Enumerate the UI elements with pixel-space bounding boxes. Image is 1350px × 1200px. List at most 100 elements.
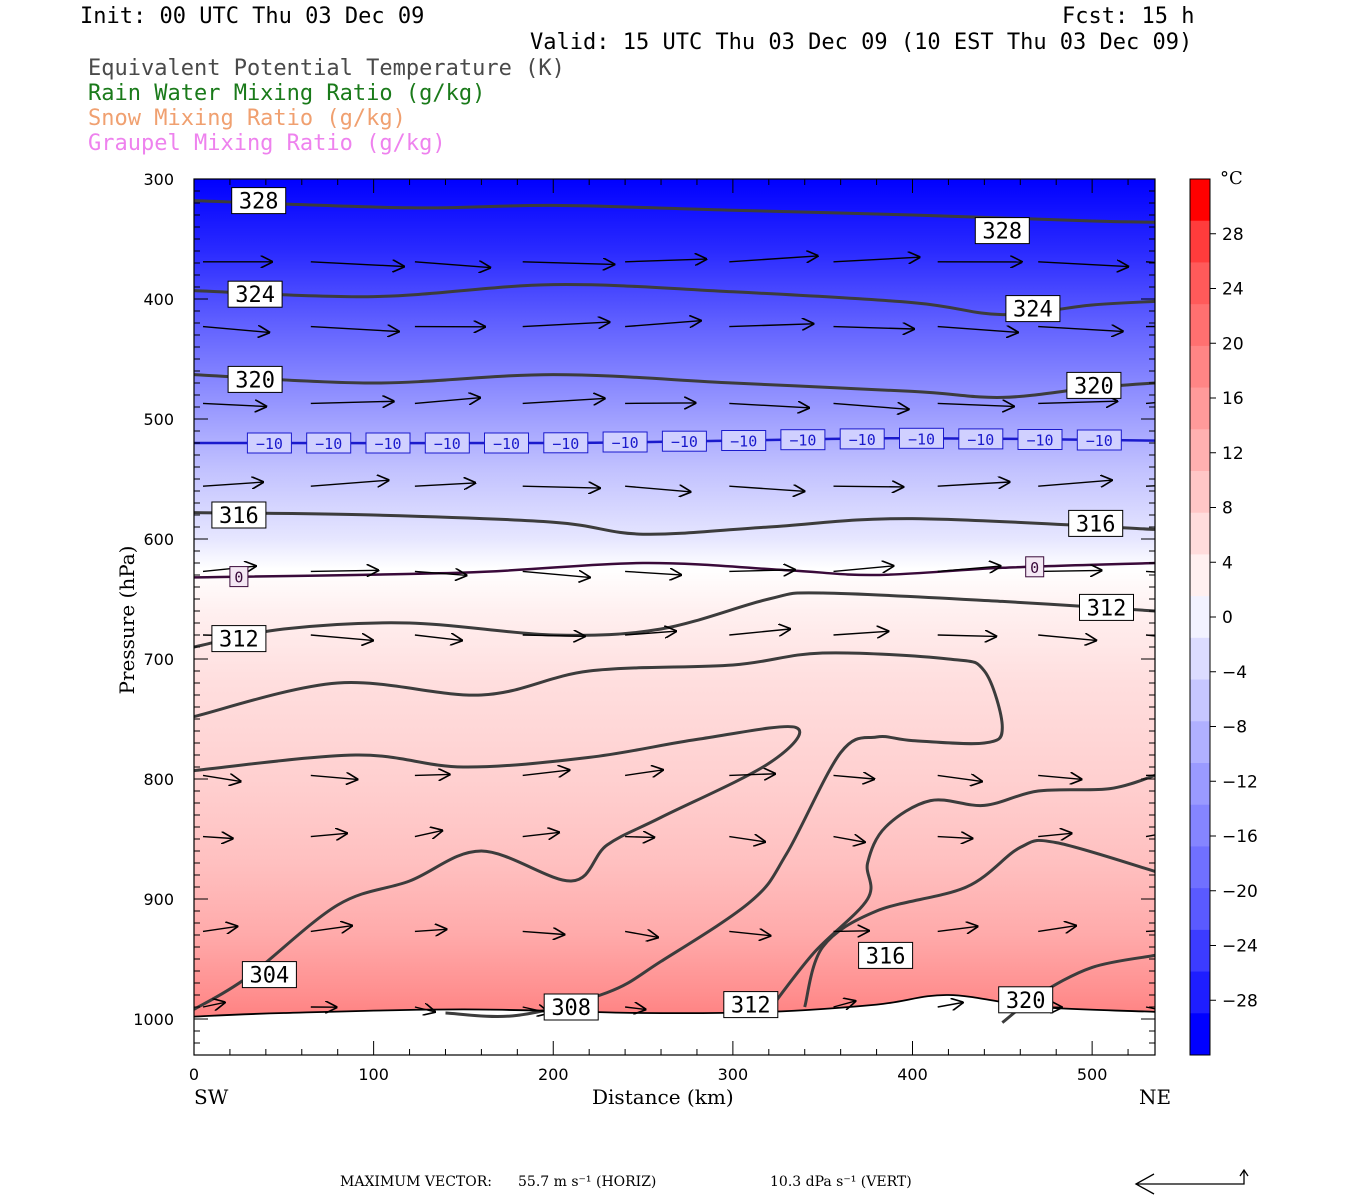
isotherm-label-box: [721, 430, 767, 451]
wind-vector: [202, 403, 266, 406]
x-axis-start-label: SW: [194, 1085, 229, 1109]
y-tick-label: 400: [143, 290, 174, 309]
y-tick-label: 1000: [133, 1010, 174, 1029]
wind-vector: [833, 486, 904, 487]
wind-vector: [1145, 834, 1155, 838]
valid-time: Valid: 15 UTC Thu 03 Dec 09 (10 EST Thu …: [530, 30, 1193, 55]
wind-vector: [1038, 635, 1096, 640]
wind-vector: [1038, 480, 1111, 486]
y-tick-label: 800: [143, 770, 174, 789]
colorbar-tick-label: −8: [1222, 718, 1247, 738]
isotherm-0: [194, 561, 1155, 579]
legend-graupel: Graupel Mixing Ratio (g/kg): [88, 131, 446, 156]
wind-vector: [414, 571, 466, 575]
colorbar-tick-label: 16: [1222, 389, 1244, 409]
x-tick-label: 100: [358, 1065, 389, 1084]
colorbar-segment: [1190, 1013, 1210, 1056]
wind-vector: [833, 257, 920, 262]
theta-e-contour-320: [194, 373, 1155, 399]
isotherm-label: −10: [552, 435, 579, 453]
wind-vector: [310, 570, 378, 571]
wind-vector: [1038, 570, 1101, 571]
isotherm-label: −10: [671, 433, 698, 451]
isotherm-label-box: [602, 431, 648, 453]
wind-vector: [937, 403, 1014, 406]
isotherm-label-box: [899, 427, 944, 449]
wind-vector: [202, 482, 263, 486]
colorbar-tick-label: −28: [1222, 991, 1258, 1011]
wind-vector: [729, 486, 804, 491]
colorbar-segment: [1190, 304, 1210, 347]
isotherm-label: −10: [612, 434, 639, 452]
isotherm-label-box: [661, 430, 707, 452]
theta-e-contour-304: [194, 725, 802, 1011]
wind-vector: [414, 483, 475, 486]
colorbar-tick-label: 12: [1222, 444, 1244, 464]
isotherm-label-box: [1076, 429, 1122, 451]
colorbar-segment: [1190, 512, 1210, 555]
wind-vector: [202, 1002, 225, 1007]
theta-e-label: 312: [1087, 596, 1127, 621]
y-tick-label: 300: [143, 170, 174, 189]
wind-vector: [522, 262, 614, 265]
x-tick-label: 500: [1077, 1065, 1108, 1084]
wind-vector: [625, 486, 690, 492]
wind-vector: [522, 486, 600, 488]
y-tick-label: 600: [143, 530, 174, 549]
wind-vector: [1145, 930, 1155, 933]
wind-vector: [624, 770, 663, 776]
theta-e-label: 316: [1076, 512, 1116, 537]
wind-vector: [937, 1003, 963, 1008]
wind-vector: [625, 837, 654, 838]
wind-vector: [414, 1007, 435, 1012]
isotherm-label-box: [1025, 556, 1045, 578]
reference-vector-icon: [1134, 1168, 1249, 1195]
theta-e-label-box: [1005, 295, 1061, 323]
theta-e-label: 304: [250, 964, 290, 989]
wind-vector: [202, 775, 240, 781]
wind-vector: [202, 926, 237, 931]
wind-vector: [1145, 1006, 1155, 1010]
y-tick-label: 500: [143, 410, 174, 429]
isotherm-label-box: [839, 428, 885, 450]
colorbar-segment: [1190, 763, 1210, 806]
wind-vector: [625, 321, 701, 327]
colorbar-tick-label: −12: [1222, 772, 1258, 792]
wind-vector: [729, 931, 770, 935]
init-time: Init: 00 UTC Thu 03 Dec 09: [80, 4, 425, 29]
isotherm-label: −10: [967, 431, 994, 449]
y-axis-label: Pressure (hPa): [115, 545, 139, 695]
theta-e-label: 324: [235, 283, 275, 308]
theta-e-label: 320: [1074, 374, 1114, 399]
wind-vector: [937, 327, 1018, 333]
wind-vector: [625, 259, 706, 262]
x-axis-end-label: NE: [1139, 1085, 1172, 1109]
wind-vector: [625, 571, 681, 575]
theta-e-label-box: [231, 187, 287, 215]
max-vector-vert: 10.3 dPa s⁻¹ (VERT): [770, 1174, 912, 1190]
theta-e-label: 312: [219, 628, 259, 653]
wind-vector: [937, 635, 996, 636]
isotherm-label: −10: [789, 432, 816, 450]
wind-vector: [310, 480, 389, 486]
isotherm-label: 0: [1030, 559, 1039, 577]
isotherm-label: −10: [434, 435, 461, 453]
theta-e-label: 328: [982, 220, 1022, 245]
wind-vector: [937, 926, 978, 931]
theta-e-label-box: [227, 280, 283, 308]
wind-vector: [833, 631, 889, 635]
isotherm-label-box: [424, 432, 470, 454]
isotherm-label-box: [246, 432, 292, 454]
wind-vector: [522, 322, 610, 327]
wind-vector: [729, 774, 775, 776]
colorbar-tick-label: −20: [1222, 882, 1258, 902]
isotherm-label-box: [306, 432, 352, 454]
wind-vector: [1145, 774, 1155, 777]
colorbar-segment: [1190, 637, 1210, 681]
wind-vector: [833, 403, 909, 409]
colorbar-segment: [1190, 554, 1210, 597]
wind-vector: [310, 926, 352, 932]
isotherm-label: −10: [315, 435, 342, 453]
theta-e-label: 328: [239, 190, 279, 215]
